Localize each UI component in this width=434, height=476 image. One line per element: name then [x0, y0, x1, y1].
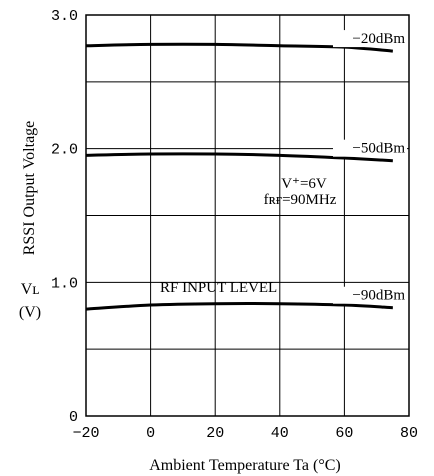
- x-tick-label: 80: [400, 425, 418, 442]
- y-tick-label: 0: [69, 409, 78, 426]
- series-line: [85, 152, 393, 163]
- axis-labels: Ambient Temperature Ta (°C) RSSI Output …: [19, 121, 341, 474]
- plot-frame: [85, 14, 410, 417]
- y-tick-label: 3.0: [51, 8, 78, 25]
- condition-voltage: V⁺=6V: [281, 176, 327, 192]
- annotations: V⁺=6V fʀғ=90MHz RF INPUT LEVEL: [160, 176, 337, 296]
- x-tick-label: −20: [72, 425, 99, 442]
- y-axis-symbol: Vʟ: [21, 281, 40, 298]
- x-tick-label: 20: [206, 425, 224, 442]
- series-line: [85, 302, 393, 311]
- series-label: −20dBm: [352, 31, 405, 47]
- series-label: −50dBm: [352, 141, 405, 157]
- series-label-background: [333, 30, 407, 48]
- series-label: −90dBm: [352, 288, 405, 304]
- x-tick-label: 0: [146, 425, 155, 442]
- series-lines: −20dBm −50dBm −90dBm: [85, 30, 407, 311]
- y-tick-label: 1.0: [51, 275, 78, 292]
- y-axis-label: RSSI Output Voltage: [21, 121, 38, 256]
- grid-lines: [86, 15, 409, 416]
- y-axis-unit: (V): [19, 304, 41, 321]
- rf-input-level-label: RF INPUT LEVEL: [160, 280, 277, 296]
- series-label-background: [333, 139, 407, 157]
- x-axis-label: Ambient Temperature Ta (°C): [149, 457, 341, 474]
- x-tick-label: 60: [335, 425, 353, 442]
- y-tick-label: 2.0: [51, 142, 78, 159]
- series-label-background: [333, 286, 407, 304]
- condition-frequency: fʀғ=90MHz: [264, 192, 337, 208]
- x-tick-label: 40: [271, 425, 289, 442]
